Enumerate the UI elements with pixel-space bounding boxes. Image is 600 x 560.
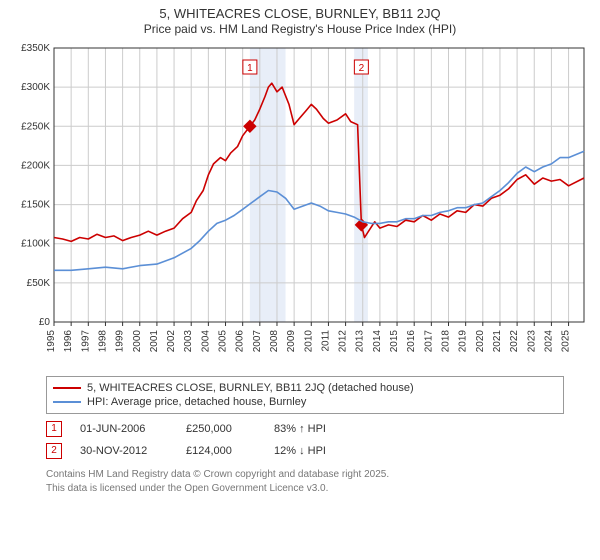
legend-item-hpi: HPI: Average price, detached house, Burn…	[53, 395, 557, 409]
svg-text:£250K: £250K	[21, 122, 50, 133]
legend: 5, WHITEACRES CLOSE, BURNLEY, BB11 2JQ (…	[46, 376, 564, 414]
svg-text:£350K: £350K	[21, 43, 50, 54]
svg-text:2019: 2019	[458, 330, 469, 353]
svg-text:£200K: £200K	[21, 161, 50, 172]
page-title: 5, WHITEACRES CLOSE, BURNLEY, BB11 2JQ	[6, 6, 594, 22]
svg-text:2008: 2008	[269, 330, 280, 353]
svg-text:1999: 1999	[115, 330, 126, 353]
event-price: £124,000	[186, 445, 256, 457]
event-marker-icon: 1	[46, 421, 62, 437]
event-row: 2 30-NOV-2012 £124,000 12% ↓ HPI	[46, 440, 564, 462]
svg-text:2018: 2018	[440, 330, 451, 353]
svg-text:1: 1	[247, 63, 253, 74]
svg-text:2021: 2021	[492, 330, 503, 353]
svg-text:2015: 2015	[389, 330, 400, 353]
event-date: 30-NOV-2012	[80, 445, 168, 457]
svg-text:£100K: £100K	[21, 239, 50, 250]
svg-text:2001: 2001	[149, 330, 160, 353]
event-delta: 83% ↑ HPI	[274, 423, 364, 435]
svg-text:£150K: £150K	[21, 200, 50, 211]
svg-text:2004: 2004	[200, 330, 211, 353]
svg-text:2010: 2010	[303, 330, 314, 353]
event-delta: 12% ↓ HPI	[274, 445, 364, 457]
svg-text:1997: 1997	[80, 330, 91, 353]
svg-text:£0: £0	[39, 317, 51, 328]
svg-text:£300K: £300K	[21, 82, 50, 93]
legend-label: HPI: Average price, detached house, Burn…	[87, 396, 306, 408]
svg-text:2005: 2005	[218, 330, 229, 353]
attribution-line: This data is licensed under the Open Gov…	[46, 482, 564, 496]
svg-text:2024: 2024	[543, 330, 554, 353]
legend-swatch	[53, 387, 81, 389]
svg-text:2003: 2003	[183, 330, 194, 353]
event-marker-icon: 2	[46, 443, 62, 459]
svg-text:2013: 2013	[355, 330, 366, 353]
sale-events: 1 01-JUN-2006 £250,000 83% ↑ HPI 2 30-NO…	[46, 418, 564, 462]
svg-text:2011: 2011	[320, 330, 331, 352]
svg-text:2: 2	[359, 63, 365, 74]
event-date: 01-JUN-2006	[80, 423, 168, 435]
legend-label: 5, WHITEACRES CLOSE, BURNLEY, BB11 2JQ (…	[87, 382, 414, 394]
price-vs-hpi-chart: £0 £50K £100K £150K £200K £250K £300K £350K 1995…	[6, 40, 594, 370]
legend-item-property: 5, WHITEACRES CLOSE, BURNLEY, BB11 2JQ (…	[53, 381, 557, 395]
attribution: Contains HM Land Registry data © Crown c…	[46, 468, 564, 495]
svg-text:2002: 2002	[166, 330, 177, 353]
svg-text:2012: 2012	[338, 330, 349, 353]
svg-text:2007: 2007	[252, 330, 263, 353]
svg-text:1998: 1998	[97, 330, 108, 353]
svg-text:2000: 2000	[132, 330, 143, 353]
event-price: £250,000	[186, 423, 256, 435]
svg-text:2022: 2022	[509, 330, 520, 353]
legend-swatch	[53, 401, 81, 403]
svg-text:2006: 2006	[235, 330, 246, 353]
svg-text:£50K: £50K	[27, 278, 51, 289]
svg-text:2016: 2016	[406, 330, 417, 353]
svg-text:2017: 2017	[423, 330, 434, 353]
svg-text:2009: 2009	[286, 330, 297, 353]
svg-text:1995: 1995	[46, 330, 57, 353]
svg-text:2014: 2014	[372, 330, 383, 353]
svg-text:1996: 1996	[63, 330, 74, 353]
event-row: 1 01-JUN-2006 £250,000 83% ↑ HPI	[46, 418, 564, 440]
page-subtitle: Price paid vs. HM Land Registry's House …	[6, 22, 594, 36]
attribution-line: Contains HM Land Registry data © Crown c…	[46, 468, 564, 482]
svg-text:2023: 2023	[526, 330, 537, 353]
svg-text:2020: 2020	[475, 330, 486, 353]
svg-text:2025: 2025	[561, 330, 572, 353]
